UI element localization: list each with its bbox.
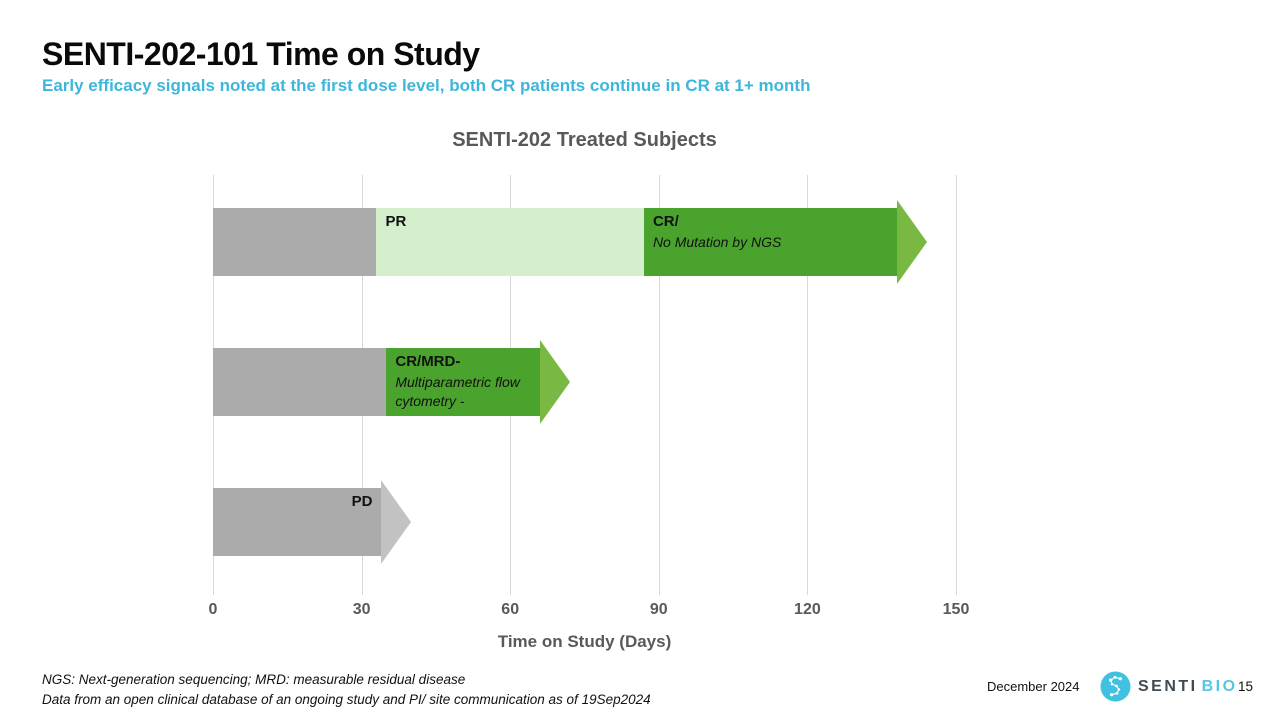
x-axis-label: Time on Study (Days) [497,632,672,651]
x-tick-label-0: 0 [208,601,218,618]
segment-label: PR [385,213,407,230]
x-tick-label-150: 150 [942,601,970,618]
segment-label: PD [351,493,373,510]
bar-segment-subject-2-crmrd: CR/MRD- Multiparametric flow cytometry - [386,348,540,416]
gridline-120 [807,175,809,595]
senti-bio-logo-icon [1100,671,1131,702]
bar-segment-subject-1-pre [213,208,377,276]
x-tick-label-60: 60 [501,601,520,618]
x-axis: 0 30 60 90 120 150 [209,601,970,623]
footnote-line-2: Data from an open clinical database of a… [42,692,651,707]
senti-bio-logo: SENTI BIO [1100,671,1238,702]
footer-date: December 2024 [987,679,1080,694]
footnotes: NGS: Next-generation sequencing; MRD: me… [42,670,651,710]
bar-segment-subject-1-pr: PR [376,208,644,276]
plot-area: PR CR/No Mutation by NGS CR/MRD- Multiparam… [213,175,957,595]
segment-label: CR/MRD- [395,353,461,370]
x-tick-label-120: 120 [794,601,821,618]
footnote-line-1: NGS: Next-generation sequencing; MRD: me… [42,672,466,687]
bar-segment-subject-1-cr: CR/No Mutation by NGS [643,208,897,276]
x-tick-label-30: 30 [352,601,371,618]
logo-text-senti: SENTI [1138,677,1198,695]
timeline-arrowhead-subject-3 [381,480,412,564]
x-tick-label-90: 90 [649,601,668,618]
segment-label: CR/ [652,213,679,230]
chart-title: SENTI-202 Treated Subjects [452,129,717,151]
gridline-150 [956,175,957,595]
segment-sublabel: Multiparametric flow cytometry - [395,374,520,409]
page-number: 15 [1238,679,1254,694]
gridline-90 [658,175,660,595]
timeline-arrowhead-subject-2 [539,340,570,424]
logo-text-bio: BIO [1201,677,1238,695]
page-subtitle: Early efficacy signals noted at the firs… [42,76,811,95]
senti-bio-logo-wordmark: SENTI BIO [1138,678,1238,696]
page-title: SENTI-202-101 Time on Study [42,36,480,72]
timeline-arrowhead-subject-1 [896,200,927,284]
bar-segment-subject-3-pd: PD [213,488,382,556]
bar-segment-subject-2-pre [213,348,387,416]
segment-sublabel: No Mutation by NGS [652,234,782,250]
